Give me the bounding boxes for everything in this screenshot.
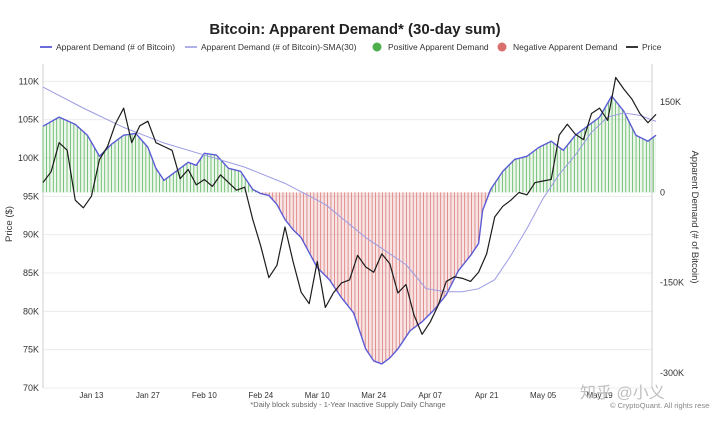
left-axis-title: Price ($) — [4, 206, 15, 242]
demand-bars — [42, 96, 654, 364]
positive-demand-area — [43, 96, 657, 193]
right-tick-label: 0 — [660, 187, 665, 197]
legend-label: Apparent Demand (# of Bitcoin) — [56, 42, 175, 52]
x-tick-label: Apr 21 — [475, 391, 499, 400]
right-tick-label: 150K — [660, 97, 681, 107]
price-line — [42, 76, 657, 335]
legend-label: Positive Apparent Demand — [388, 42, 489, 52]
left-axis-ticks: 110K 105K 100K 95K 90K 85K 80K 75K 70K — [18, 76, 39, 393]
legend: Apparent Demand (# of Bitcoin) Apparent D… — [40, 42, 662, 52]
legend-swatch — [497, 42, 507, 52]
watermark: 知乎 @小义 — [580, 384, 665, 402]
x-tick-label: Jan 27 — [136, 391, 161, 400]
left-tick-label: 70K — [23, 383, 39, 393]
chart-title: Bitcoin: Apparent Demand* (30-day sum) — [209, 21, 500, 38]
left-tick-label: 110K — [19, 76, 39, 86]
x-tick-label: May 05 — [530, 391, 557, 400]
source-mark: © CryptoQuant. All rights reserved — [610, 401, 710, 410]
x-axis-ticks: Jan 13 Jan 27 Feb 10 Feb 24 Mar 10 Mar 24 Apr … — [79, 391, 613, 400]
x-tick-label: Mar 24 — [361, 391, 386, 400]
legend-swatch — [372, 42, 382, 52]
x-tick-label: Jan 13 — [79, 391, 104, 400]
x-tick-label: Apr 07 — [418, 391, 442, 400]
x-tick-label: Feb 10 — [192, 391, 217, 400]
legend-label: Price — [642, 42, 662, 52]
left-tick-label: 90K — [23, 230, 39, 240]
left-tick-label: 75K — [23, 345, 39, 355]
apparent-demand-sma-line — [42, 86, 657, 293]
apparent-demand-line — [42, 95, 657, 365]
x-tick-label: Mar 10 — [305, 391, 330, 400]
left-tick-label: 105K — [18, 115, 39, 125]
right-tick-label: -300K — [660, 368, 684, 378]
right-axis-title: Apparent Demand (# of Bitcoin) — [689, 150, 700, 283]
legend-label: Negative Apparent Demand — [513, 42, 618, 52]
right-tick-label: -150K — [660, 278, 684, 288]
gridlines — [42, 64, 653, 389]
footnote: *Daily block subsidy - 1-Year Inactive S… — [250, 400, 445, 409]
x-tick-label: May 19 — [586, 391, 613, 400]
left-tick-label: 80K — [23, 306, 39, 316]
x-tick-label: Feb 24 — [248, 391, 273, 400]
right-axis-ticks: 150K 0 -150K -300K — [660, 97, 684, 378]
left-tick-label: 100K — [18, 153, 39, 163]
left-tick-label: 95K — [23, 191, 39, 201]
left-tick-label: 85K — [23, 268, 39, 278]
legend-label: Apparent Demand (# of Bitcoin)-SMA(30) — [201, 42, 357, 52]
series-lines — [42, 76, 657, 365]
